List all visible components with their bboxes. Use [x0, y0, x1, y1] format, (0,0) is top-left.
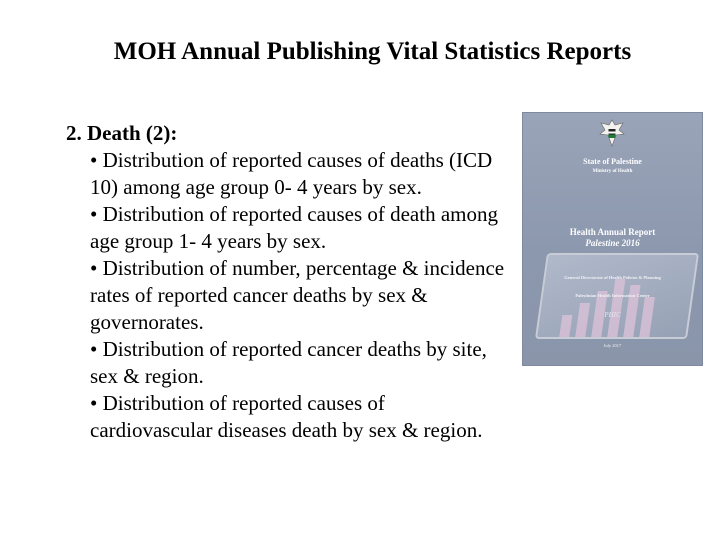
slide-title: MOH Annual Publishing Vital Statistics R… [113, 38, 632, 65]
bullet-item: • Distribution of reported cancer deaths… [90, 337, 487, 388]
cover-center: Palestinian Health Information Center [575, 293, 650, 298]
bullet-item: • Distribution of reported causes of dea… [90, 148, 493, 199]
bullet-item: • Distribution of reported causes of car… [90, 391, 483, 442]
report-cover-image: State of Palestine Ministry of Health He… [522, 112, 703, 366]
cover-logo-text: PHIC [604, 311, 621, 319]
cover-state: State of Palestine [583, 157, 642, 166]
bullet-item: • Distribution of number, percentage & i… [90, 256, 505, 334]
cover-report-subtitle: Palestine 2016 [585, 238, 640, 248]
section-heading: 2. Death (2): [66, 121, 178, 145]
cover-directorate: General Directorate of Health Policies &… [564, 275, 661, 280]
slide-content: 2. Death (2): • Distribution of reported… [66, 120, 511, 444]
cover-ministry: Ministry of Health [592, 169, 633, 174]
cover-report-title: Health Annual Report [569, 227, 656, 237]
cover-bar-graphic [575, 303, 591, 337]
palestine-eagle-emblem-icon [599, 119, 625, 147]
bullet-list: • Distribution of reported causes of dea… [66, 147, 511, 444]
cover-bar-graphic [607, 279, 626, 337]
cover-date: July 2017 [603, 343, 622, 348]
bullet-item: • Distribution of reported causes of dea… [90, 202, 498, 253]
